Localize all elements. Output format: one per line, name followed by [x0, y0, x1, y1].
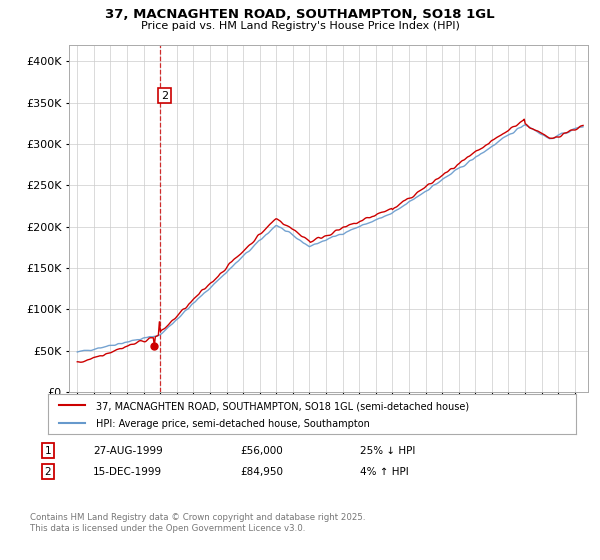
Text: Price paid vs. HM Land Registry's House Price Index (HPI): Price paid vs. HM Land Registry's House … — [140, 21, 460, 31]
Text: £56,000: £56,000 — [240, 446, 283, 456]
Text: £84,950: £84,950 — [240, 466, 283, 477]
Text: 2: 2 — [44, 466, 52, 477]
Text: Contains HM Land Registry data © Crown copyright and database right 2025.: Contains HM Land Registry data © Crown c… — [30, 513, 365, 522]
Text: 37, MACNAGHTEN ROAD, SOUTHAMPTON, SO18 1GL: 37, MACNAGHTEN ROAD, SOUTHAMPTON, SO18 1… — [105, 8, 495, 21]
Text: 37, MACNAGHTEN ROAD, SOUTHAMPTON, SO18 1GL (semi-detached house): 37, MACNAGHTEN ROAD, SOUTHAMPTON, SO18 1… — [95, 402, 469, 412]
Text: 15-DEC-1999: 15-DEC-1999 — [93, 466, 162, 477]
Text: HPI: Average price, semi-detached house, Southampton: HPI: Average price, semi-detached house,… — [95, 419, 370, 430]
Text: 27-AUG-1999: 27-AUG-1999 — [93, 446, 163, 456]
Text: 25% ↓ HPI: 25% ↓ HPI — [360, 446, 415, 456]
Text: 1: 1 — [44, 446, 52, 456]
Text: This data is licensed under the Open Government Licence v3.0.: This data is licensed under the Open Gov… — [30, 524, 305, 533]
Text: 4% ↑ HPI: 4% ↑ HPI — [360, 466, 409, 477]
Text: 2: 2 — [161, 91, 169, 101]
